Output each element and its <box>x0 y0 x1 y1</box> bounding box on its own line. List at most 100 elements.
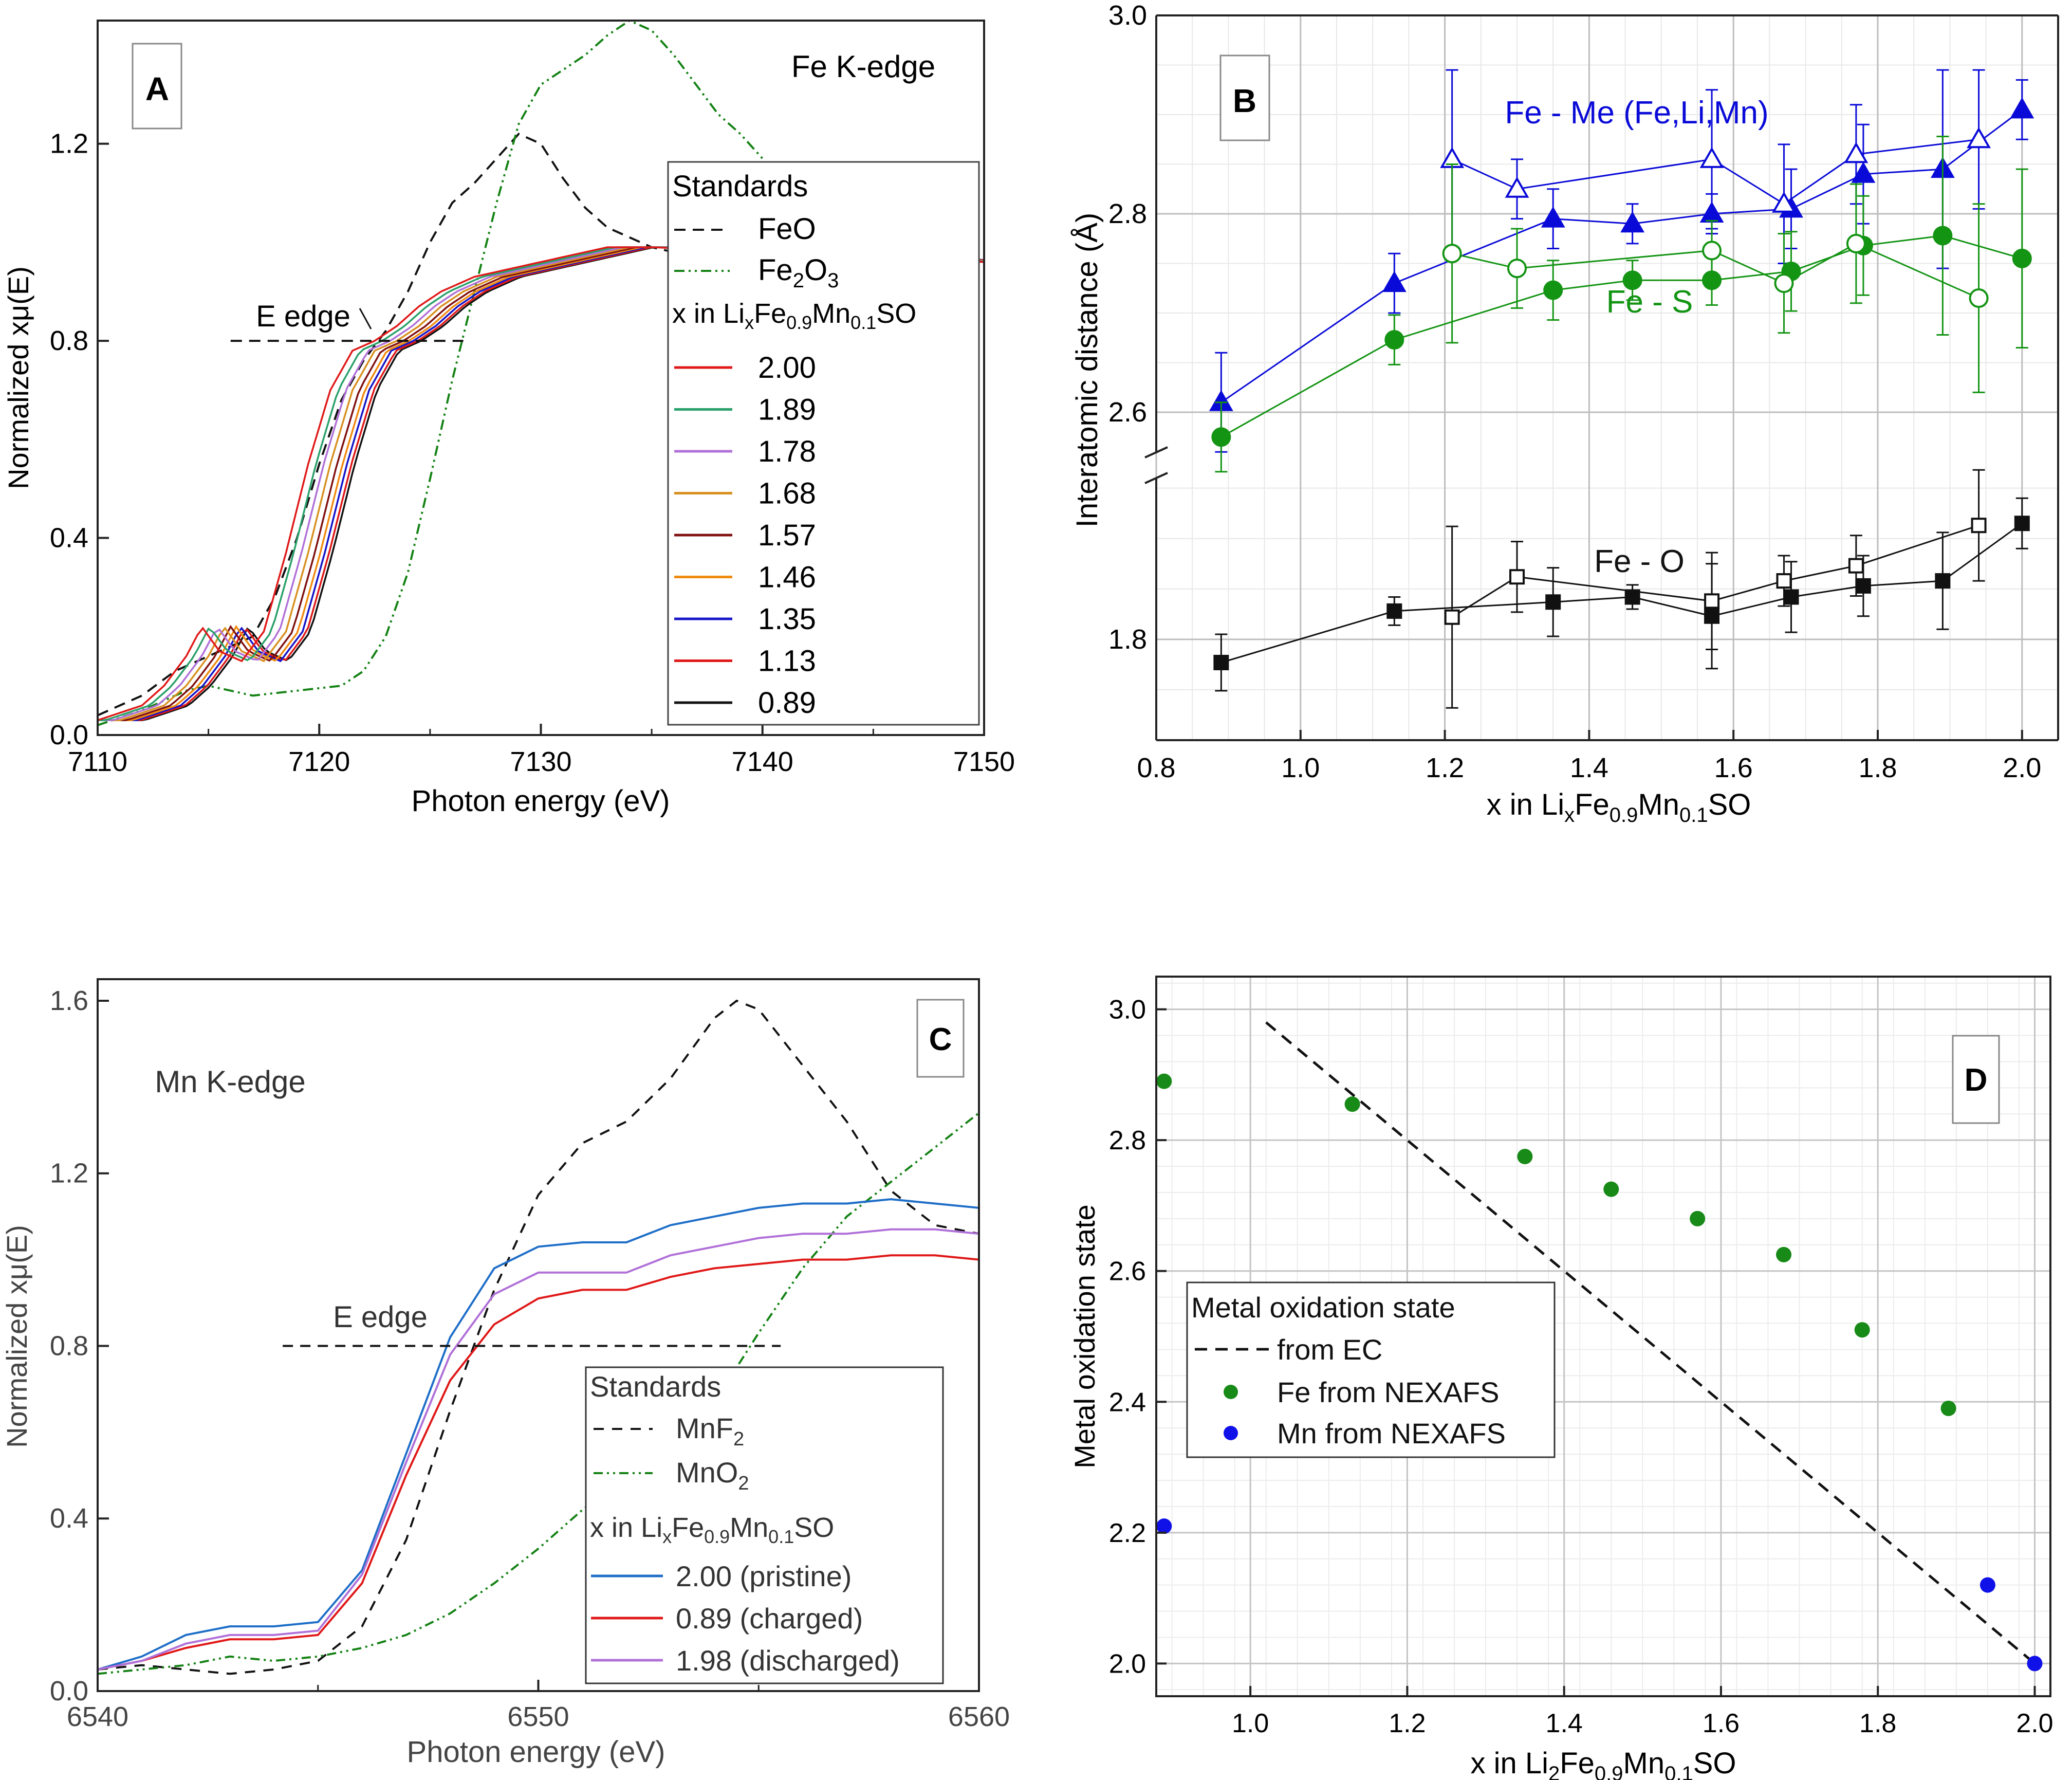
panel-c-xtick-label: 6550 <box>507 1701 569 1732</box>
data-point <box>1933 226 1953 246</box>
mn-edge-curve-0.89 <box>98 1254 979 1671</box>
data-point <box>1844 142 1868 163</box>
data-point <box>1855 578 1871 594</box>
panel-b-label: B <box>1233 82 1256 119</box>
ec-line <box>1265 1021 2036 1665</box>
panel-a-xtick-label: 7110 <box>68 746 127 777</box>
panel-a-xtick-label: 7140 <box>732 746 793 777</box>
fe-me-label: Fe - Me (Fe,Li,Mn) <box>1505 95 1768 131</box>
panel-a-label: A <box>145 70 169 107</box>
series-line <box>1452 243 1979 299</box>
panel-a-xtick-label: 7130 <box>510 746 571 777</box>
series-line <box>1220 109 2023 403</box>
data-point <box>1543 280 1563 300</box>
data-point <box>1776 573 1792 589</box>
panel-c-curves <box>98 999 979 1675</box>
panel-d-oxidation-state: 1.0 1.2 1.4 1.6 1.8 2.0 2.0 2.2 2.4 2.6 2.8 3.0 D x… <box>1068 976 2054 1780</box>
fe-legend-label-1.13: 1.13 <box>758 645 816 678</box>
panel-c-label: C <box>929 1022 952 1057</box>
panel-a-xtick-label: 7150 <box>953 746 1015 777</box>
panel-b-xtick-label: 1.4 <box>1570 753 1608 783</box>
panel-d-xtick-label: 2.0 <box>2016 1709 2053 1738</box>
panel-d-legend: Metal oxidation state from EC Fe from NE… <box>1186 1281 1556 1458</box>
panel-c-xtick-label: 6540 <box>67 1701 128 1732</box>
panel-a-label-box <box>132 43 182 130</box>
fe-legend-label-0.89: 0.89 <box>758 686 816 720</box>
data-point <box>1699 146 1724 168</box>
panel-c-label-box <box>916 999 965 1078</box>
series-fe-o-charge <box>1213 497 2030 692</box>
data-point <box>1848 558 1864 574</box>
panel-b-xtick-label: 1.2 <box>1426 753 1464 783</box>
standard-curve-feo <box>98 133 696 717</box>
panel-b-interatomic-distance: 0.8 1.0 1.2 1.4 1.6 1.8 2.0 2.6 2.8 3.0 1.8 B Fe -… <box>1070 0 2059 827</box>
panel-a-ylabel: Normalized xμ(E) <box>2 266 34 489</box>
fe-legend-label-1.57: 1.57 <box>758 519 816 552</box>
panel-a-title: Fe K-edge <box>791 49 935 84</box>
panel-d-xtick-label: 1.4 <box>1546 1709 1583 1738</box>
series-line <box>1220 234 2023 438</box>
series-fe-me-discharge <box>1440 69 1991 264</box>
panel-c-ytick-label: 0.0 <box>50 1676 88 1706</box>
mnf2-legend-label: MnF2 <box>676 1412 744 1450</box>
panel-b-ytick-label: 3.0 <box>1108 0 1147 31</box>
fe-o-label: Fe - O <box>1594 544 1685 579</box>
panel-a-ytick-label: 0.8 <box>50 325 88 356</box>
data-point <box>1541 206 1565 228</box>
panel-c-xlabel: Photon energy (eV) <box>407 1735 665 1769</box>
panel-a-edge-annotation: E edge <box>256 300 350 333</box>
data-point <box>1620 211 1645 233</box>
fe-oxidation-point <box>1690 1210 1706 1226</box>
mno2-legend-label: MnO2 <box>676 1456 749 1494</box>
fe-oxidation-point <box>1156 1073 1172 1089</box>
panel-d-legend-title: Metal oxidation state <box>1191 1291 1455 1324</box>
panel-a-ytick-label: 0.0 <box>50 720 88 750</box>
panel-d-ytick-label: 3.0 <box>1109 995 1146 1025</box>
panel-c-ytick-label: 1.2 <box>50 1158 88 1189</box>
panel-c-legend-subtitle: x in LixFe0.9Mn0.1SO <box>590 1512 834 1547</box>
fe-oxidation-point <box>1854 1322 1870 1338</box>
fe-oxidation-point <box>1940 1401 1956 1416</box>
fe-oxidation-point <box>1603 1181 1619 1197</box>
panel-a-ytick-label: 1.2 <box>50 129 88 159</box>
fe-oxidation-point <box>1517 1149 1533 1164</box>
panel-c-ytick-label: 0.4 <box>50 1503 88 1534</box>
panel-a-legend-subtitle: x in LixFe0.9Mn0.1SO <box>672 298 916 333</box>
data-point <box>1967 127 1991 149</box>
fe2o3-legend-label: Fe2O3 <box>758 253 839 292</box>
standard-curve-mnf2 <box>98 999 979 1675</box>
data-point <box>1382 271 1407 292</box>
fe-legend-label-1.46: 1.46 <box>758 561 816 594</box>
panel-d-label: D <box>1965 1062 1988 1098</box>
mn-oxidation-point <box>1156 1518 1172 1534</box>
series-fe-s-discharge <box>1442 163 1989 393</box>
panel-a-ytick-label: 0.4 <box>50 523 88 554</box>
fe-legend-label-2.00: 2.00 <box>758 351 816 384</box>
panel-a-legend-title: Standards <box>672 170 808 203</box>
fe-legend-label-1.35: 1.35 <box>758 602 816 636</box>
series-line <box>1451 524 1979 618</box>
panel-d-xtick-label: 1.0 <box>1232 1709 1269 1738</box>
panel-d-xlabel: x in Li2Fe0.9Mn0.1SO <box>1470 1747 1736 1780</box>
mn-legend-label: 0.89 (charged) <box>676 1602 863 1635</box>
data-point <box>1846 233 1866 253</box>
mn-legend-marker <box>1224 1426 1238 1440</box>
series-fe-o-discharge <box>1444 469 1987 709</box>
panel-b-xtick-label: 1.6 <box>1714 753 1753 783</box>
panel-d-frame <box>1155 976 2051 1697</box>
mn-edge-curve-1.98 <box>98 1228 979 1671</box>
ec-legend-label: from EC <box>1277 1333 1382 1366</box>
panel-a-legend-box <box>667 161 980 726</box>
panel-c-ytick-label: 0.8 <box>50 1330 88 1361</box>
data-point <box>1386 603 1402 619</box>
data-point <box>1704 593 1720 609</box>
panel-d-ytick-label: 2.4 <box>1109 1387 1146 1417</box>
panel-b-xtick-label: 1.0 <box>1281 753 1320 783</box>
fe-oxidation-point <box>1776 1246 1792 1262</box>
data-point <box>1935 573 1951 589</box>
data-point <box>1622 270 1642 290</box>
fe-legend-label-1.78: 1.78 <box>758 435 816 468</box>
axis-break-mark <box>1144 446 1168 458</box>
panel-d-ylabel: Metal oxidation state <box>1068 1204 1101 1469</box>
